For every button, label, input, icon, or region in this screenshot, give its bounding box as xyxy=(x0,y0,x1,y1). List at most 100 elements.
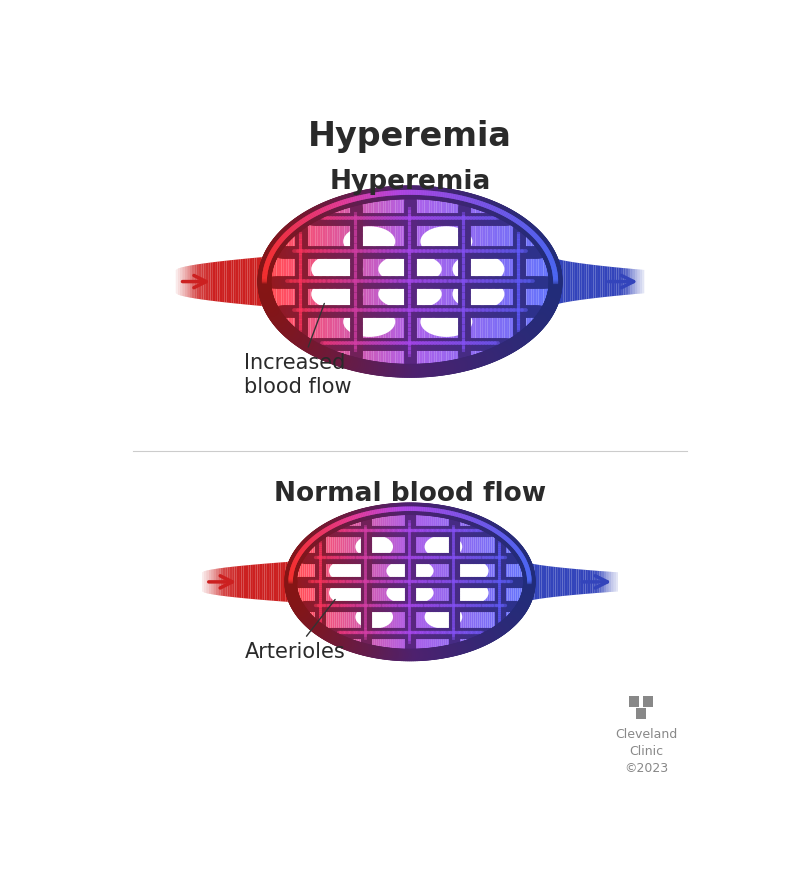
Polygon shape xyxy=(313,538,314,626)
Polygon shape xyxy=(400,509,402,655)
Polygon shape xyxy=(278,563,281,601)
Ellipse shape xyxy=(311,279,363,310)
Polygon shape xyxy=(226,568,227,597)
Polygon shape xyxy=(428,510,430,654)
Polygon shape xyxy=(483,525,486,640)
Polygon shape xyxy=(368,514,370,651)
Polygon shape xyxy=(279,241,282,324)
Polygon shape xyxy=(216,569,218,595)
Polygon shape xyxy=(360,515,362,649)
Polygon shape xyxy=(253,565,255,600)
Polygon shape xyxy=(187,266,190,299)
Polygon shape xyxy=(202,264,203,300)
Polygon shape xyxy=(297,556,298,608)
Polygon shape xyxy=(621,269,623,296)
Polygon shape xyxy=(318,212,320,352)
Polygon shape xyxy=(531,233,534,332)
Polygon shape xyxy=(215,263,218,302)
Polygon shape xyxy=(630,270,633,295)
Polygon shape xyxy=(552,257,554,307)
Polygon shape xyxy=(526,564,527,601)
Polygon shape xyxy=(281,563,283,601)
Polygon shape xyxy=(327,208,330,356)
Polygon shape xyxy=(529,231,531,334)
Polygon shape xyxy=(352,200,354,364)
Polygon shape xyxy=(286,233,289,332)
Polygon shape xyxy=(630,270,633,295)
Polygon shape xyxy=(642,270,644,294)
Polygon shape xyxy=(439,195,442,370)
Polygon shape xyxy=(642,270,644,294)
Polygon shape xyxy=(451,197,454,368)
Polygon shape xyxy=(407,193,410,371)
Polygon shape xyxy=(181,268,182,297)
Polygon shape xyxy=(282,238,284,327)
Polygon shape xyxy=(390,510,392,654)
Polygon shape xyxy=(330,207,332,357)
Polygon shape xyxy=(460,515,462,649)
Polygon shape xyxy=(318,534,321,630)
Polygon shape xyxy=(458,515,460,649)
Polygon shape xyxy=(502,213,505,351)
Polygon shape xyxy=(519,553,522,611)
Polygon shape xyxy=(394,509,396,655)
Polygon shape xyxy=(202,264,203,300)
Polygon shape xyxy=(305,546,306,619)
Polygon shape xyxy=(517,221,519,343)
Polygon shape xyxy=(185,267,187,298)
Polygon shape xyxy=(436,511,438,653)
Polygon shape xyxy=(528,563,530,601)
Polygon shape xyxy=(617,268,618,297)
Polygon shape xyxy=(575,263,577,301)
Polygon shape xyxy=(346,520,348,644)
Polygon shape xyxy=(541,243,543,321)
Polygon shape xyxy=(639,270,642,294)
Polygon shape xyxy=(526,229,529,335)
Polygon shape xyxy=(322,531,325,633)
Polygon shape xyxy=(197,265,199,299)
Polygon shape xyxy=(586,570,588,594)
Polygon shape xyxy=(414,509,416,655)
Polygon shape xyxy=(205,571,206,594)
Polygon shape xyxy=(584,264,586,300)
Ellipse shape xyxy=(343,307,395,337)
Polygon shape xyxy=(283,563,286,602)
Polygon shape xyxy=(334,525,337,640)
Polygon shape xyxy=(230,567,232,597)
Polygon shape xyxy=(511,543,514,621)
Polygon shape xyxy=(594,571,597,594)
Polygon shape xyxy=(456,515,458,650)
Polygon shape xyxy=(244,565,246,599)
Polygon shape xyxy=(317,536,318,630)
Polygon shape xyxy=(609,572,611,593)
Polygon shape xyxy=(254,258,257,306)
Polygon shape xyxy=(495,531,498,633)
Ellipse shape xyxy=(420,227,473,257)
Polygon shape xyxy=(287,562,290,602)
Polygon shape xyxy=(432,510,434,654)
Polygon shape xyxy=(378,512,380,653)
Polygon shape xyxy=(458,198,461,366)
Polygon shape xyxy=(505,214,507,350)
Polygon shape xyxy=(329,528,330,637)
Polygon shape xyxy=(570,569,572,595)
Polygon shape xyxy=(442,195,444,370)
Polygon shape xyxy=(510,542,511,623)
Polygon shape xyxy=(216,569,218,595)
Polygon shape xyxy=(610,268,612,297)
Polygon shape xyxy=(591,265,594,299)
Polygon shape xyxy=(555,567,558,597)
Polygon shape xyxy=(209,570,211,594)
Polygon shape xyxy=(473,202,475,363)
Polygon shape xyxy=(558,567,560,597)
Polygon shape xyxy=(290,569,293,595)
Polygon shape xyxy=(197,265,199,299)
Polygon shape xyxy=(518,551,519,614)
Polygon shape xyxy=(418,193,420,371)
Polygon shape xyxy=(563,261,566,304)
Polygon shape xyxy=(206,263,208,301)
Text: Arterioles: Arterioles xyxy=(245,600,346,661)
Polygon shape xyxy=(330,527,333,637)
Polygon shape xyxy=(478,522,480,643)
Ellipse shape xyxy=(355,606,393,629)
